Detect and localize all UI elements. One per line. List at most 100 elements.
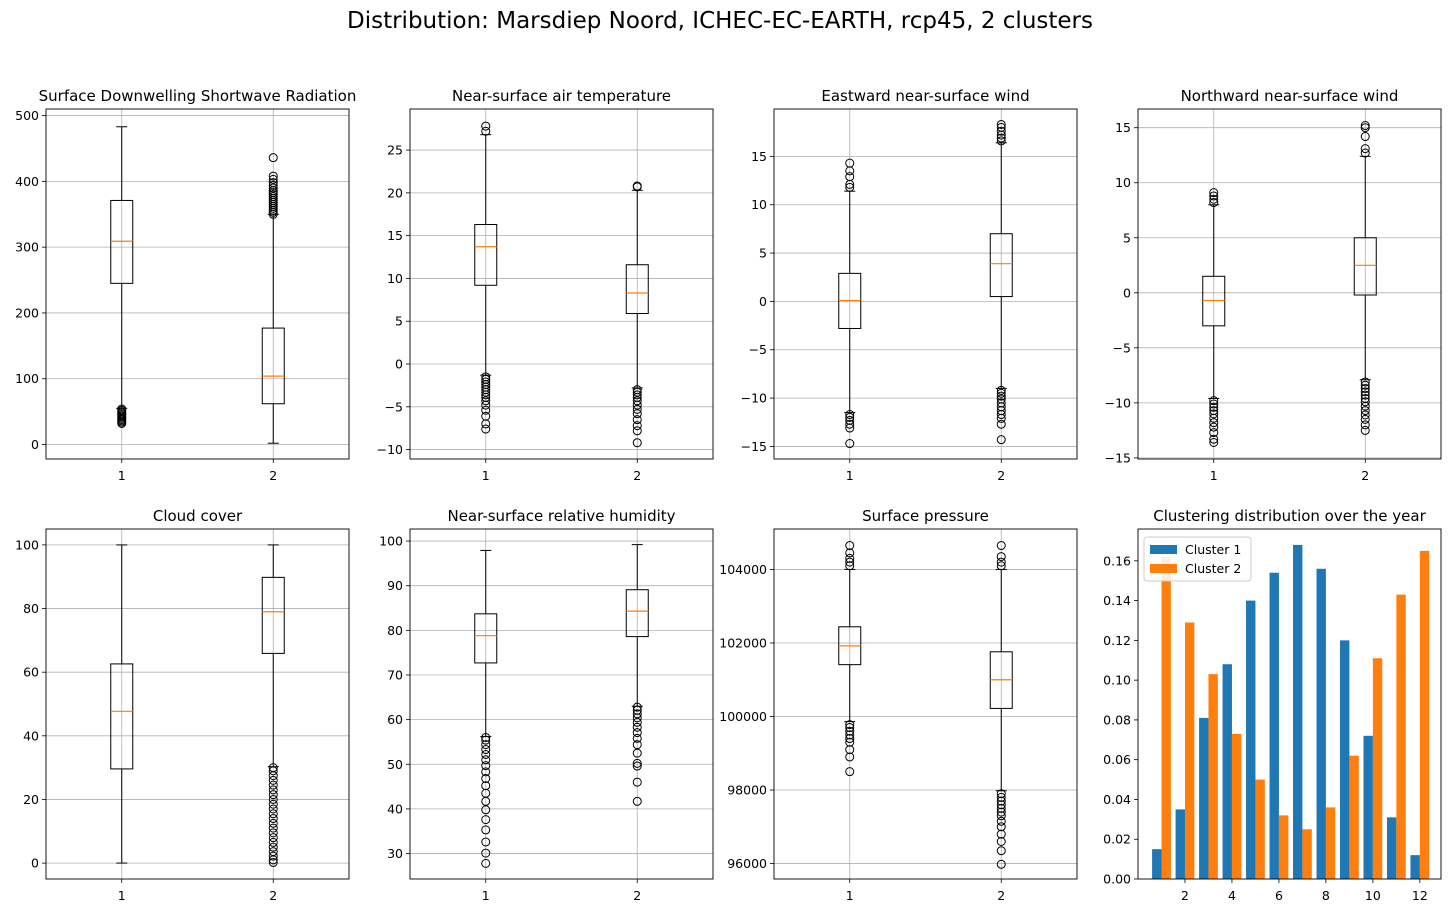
boxplot-1 [110,126,134,428]
axes-frame [409,528,714,880]
y-tick-label: 5 [395,314,403,329]
boxplot-1 [110,544,134,864]
y-tick-label: 40 [23,728,39,743]
flier-point [632,761,642,771]
subplot-title: Near-surface air temperature [452,87,671,105]
boxplot-2 [1353,121,1377,435]
flier-point [1360,148,1370,158]
flier-point [632,758,642,768]
subplot-2: Near-surface air temperature −10 −5 0 5 10 15 2… [377,87,714,483]
y-tick-label: 70 [387,667,403,682]
axes-frame [773,108,1078,460]
y-tick-label: 102000 [719,635,767,650]
flier-point [268,842,278,852]
flier-point [1209,399,1219,409]
flier-point [481,825,491,835]
flier-point [268,790,278,800]
x-tick-label: 1 [482,888,490,903]
bar [1410,855,1420,879]
flier-point [481,121,491,131]
flier-point [996,419,1006,429]
axes-frame [45,108,350,460]
flier-point [268,823,278,833]
flier-point [481,387,491,397]
y-tick-label: 10 [751,197,767,212]
flier-point [481,745,491,755]
flier-point [996,541,1006,551]
bar [1349,755,1359,879]
flier-point [996,413,1006,423]
flier-point [481,749,491,759]
flier-point [268,799,278,809]
subplot-title: Eastward near-surface wind [821,87,1029,105]
flier-point [845,182,855,192]
flier-point [632,387,642,397]
flier-point [1360,406,1370,416]
flier-point [996,822,1006,832]
y-tick-label: 98000 [727,783,767,798]
flier-point [632,728,642,738]
bar [1255,779,1265,879]
y-tick-label: 100000 [719,709,767,724]
flier-point [996,557,1006,567]
y-tick-label: 20 [387,185,403,200]
subplot-title: Clustering distribution over the year [1153,507,1426,525]
flier-point [845,730,855,740]
flier-point [632,740,642,750]
flier-point [996,391,1006,401]
flier-point [1360,380,1370,390]
bar [1325,807,1336,879]
x-tick-label: 2 [1181,888,1189,903]
boxplot-2 [625,544,649,806]
flier-point [1360,121,1370,131]
flier-point [996,846,1006,856]
bar [1372,658,1383,879]
flier-point [845,419,855,429]
flier-point [481,419,491,429]
flier-point [996,388,1006,398]
flier-point [845,158,855,168]
y-tick-label: 5 [759,246,767,261]
flier-point [632,415,642,425]
box-iqr [474,613,498,664]
box-iqr [261,576,285,654]
legend-label: Cluster 1 [1185,542,1241,557]
flier-point [268,833,278,843]
flier-point [1360,410,1370,420]
subplot-title: Surface Downwelling Shortwave Radiation [39,87,357,105]
flier-point [1209,194,1219,204]
boxplot-1 [1202,188,1226,447]
flier-point [1360,144,1370,154]
y-tick-label: 60 [23,665,39,680]
flier-point [481,781,491,791]
flier-point [996,803,1006,813]
flier-point [1209,428,1219,438]
y-tick-label: 0.06 [1103,752,1131,767]
axes-frame [1137,528,1442,880]
axes-frame [409,108,714,460]
flier-point [268,837,278,847]
flier-point [1209,396,1219,406]
legend-swatch [1150,564,1177,573]
flier-point [268,780,278,790]
flier-point [632,421,642,431]
flier-point [268,763,278,773]
flier-point [481,396,491,406]
x-tick-label: 1 [118,468,126,483]
flier-point [268,809,278,819]
flier-point [996,136,1006,146]
flier-point [996,829,1006,839]
flier-point [632,438,642,448]
figure-suptitle: Distribution: Marsdiep Noord, ICHEC-EC-E… [347,8,1093,34]
bar [1184,622,1195,879]
bar [1161,556,1171,879]
y-tick-label: −5 [385,399,403,414]
subplot-1: Surface Downwelling Shortwave Radiation 0… [15,87,356,483]
flier-point [481,815,491,825]
subplot-5: Cloud cover 0 20 40 60 80 100 1 2 [15,507,350,903]
y-tick-label: 0.16 [1103,553,1131,568]
flier-point [481,390,491,400]
y-tick-label: 300 [15,240,39,255]
box-iqr [474,224,498,286]
